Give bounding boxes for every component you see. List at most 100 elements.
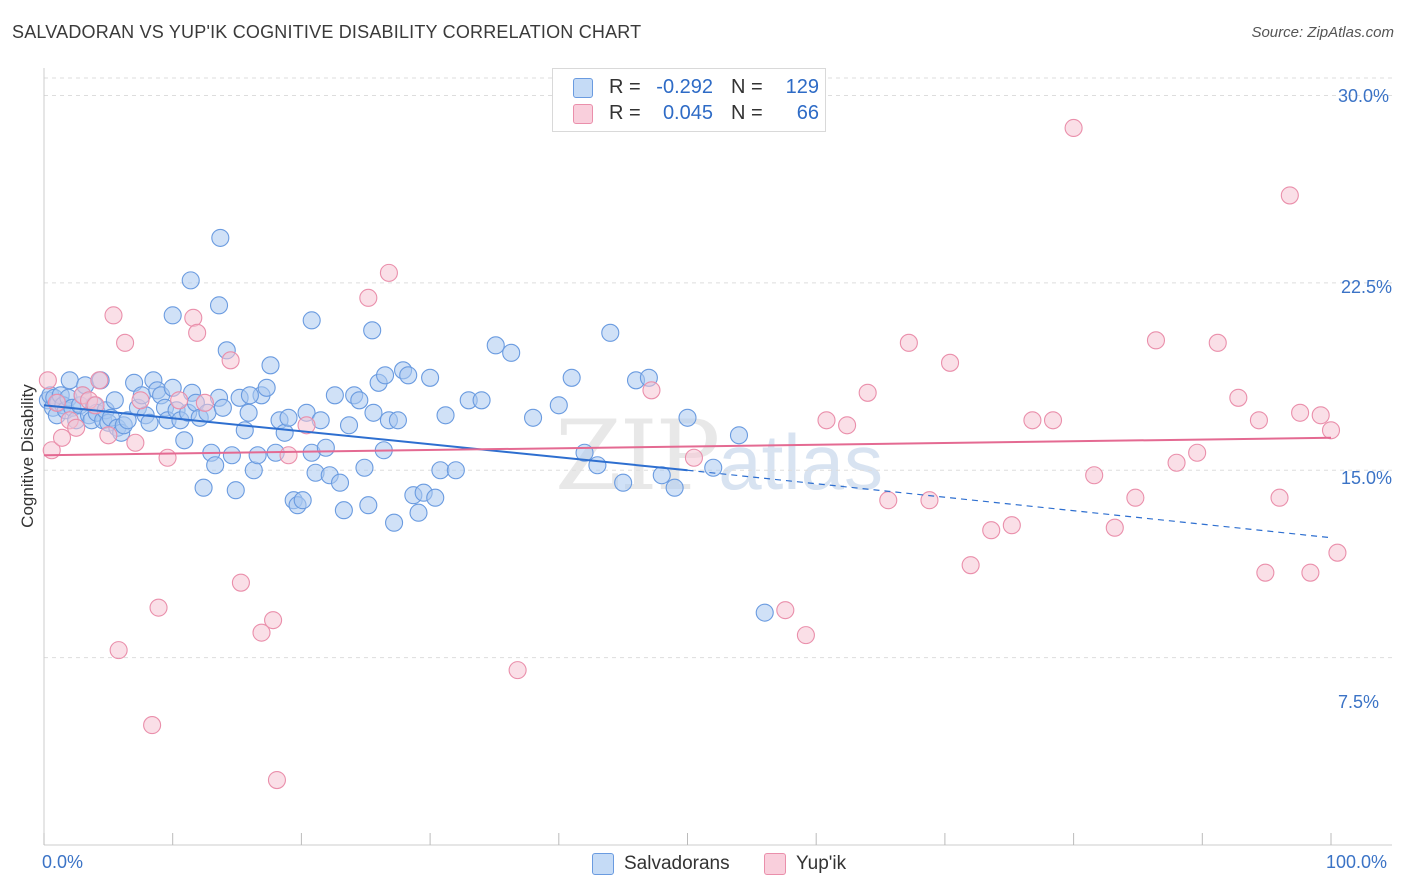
legend-n-value: 66 bbox=[796, 102, 819, 124]
salvadoran-point bbox=[388, 411, 407, 430]
yupik-point bbox=[264, 611, 283, 630]
yupik-point bbox=[1043, 411, 1063, 430]
bottom-legend-label: Yup'ik bbox=[796, 853, 847, 874]
salvadoran-point bbox=[226, 481, 245, 500]
yupik-point bbox=[188, 323, 207, 342]
legend-swatch-pink bbox=[573, 104, 593, 124]
salvadoran-point bbox=[302, 311, 321, 330]
salvadoran-point bbox=[279, 408, 298, 427]
salvadoran-point bbox=[588, 456, 607, 475]
salvadoran-point bbox=[140, 413, 159, 432]
yupik-point bbox=[99, 426, 118, 445]
yupik-point bbox=[920, 491, 939, 510]
yupik-point bbox=[1291, 403, 1310, 422]
salvadoran-point bbox=[601, 323, 620, 342]
salvadoran-point bbox=[206, 456, 225, 475]
yupik-point bbox=[38, 371, 57, 390]
yupik-point bbox=[796, 626, 815, 645]
yupik-point bbox=[1105, 518, 1124, 537]
yupik-point bbox=[961, 556, 980, 575]
yupik-point bbox=[1328, 543, 1347, 562]
legend-r-label: R = bbox=[609, 102, 641, 124]
salvadoran-point bbox=[409, 503, 428, 522]
yupik-point bbox=[143, 716, 162, 735]
yupik-point bbox=[508, 661, 527, 680]
salvadoran-point bbox=[652, 466, 671, 485]
y-tick-label: 15.0% bbox=[1341, 468, 1393, 488]
yupik-point bbox=[1023, 411, 1042, 430]
salvadoran-point bbox=[399, 366, 418, 385]
yupik-point bbox=[1208, 333, 1227, 352]
yupik-point bbox=[1229, 388, 1248, 407]
stats-legend: R = -0.292 N = 129 R = 0.045 N = 66 bbox=[552, 68, 826, 132]
salvadoran-point bbox=[436, 406, 455, 425]
salvadoran-point bbox=[194, 478, 213, 497]
yupik-point bbox=[982, 521, 1001, 540]
legend-n-label: N = bbox=[731, 76, 763, 98]
salvadoran-point bbox=[486, 336, 505, 355]
legend-r-value: -0.292 bbox=[656, 76, 713, 98]
yupik-point bbox=[379, 263, 398, 282]
yupik-point bbox=[817, 411, 836, 430]
yupik-point bbox=[149, 598, 168, 617]
yupik-point bbox=[52, 428, 72, 447]
yupik-point bbox=[1301, 563, 1320, 582]
salvadoran-point bbox=[472, 391, 491, 410]
yupik-point bbox=[642, 381, 661, 400]
yupik-point bbox=[1256, 563, 1275, 582]
salvadoran-point bbox=[330, 473, 350, 492]
yupik-point bbox=[1270, 488, 1289, 507]
yupik-point bbox=[359, 288, 378, 307]
y-axis-label: Cognitive Disability bbox=[18, 384, 37, 528]
yupik-point bbox=[231, 573, 250, 592]
salvadoran-point bbox=[334, 501, 353, 520]
salvadoran-point bbox=[293, 491, 312, 510]
salvadoran-point bbox=[426, 488, 445, 507]
yupik-point bbox=[1146, 331, 1166, 350]
salvadoran-point bbox=[729, 426, 749, 445]
salvadoran-point bbox=[339, 416, 359, 435]
chart-title: SALVADORAN VS YUP'IK COGNITIVE DISABILIT… bbox=[12, 22, 642, 42]
salvadoran-point bbox=[355, 458, 374, 477]
legend-swatch-blue bbox=[573, 78, 593, 98]
yupik-point bbox=[126, 433, 145, 452]
salvadoran-point bbox=[704, 458, 723, 477]
yupik-point bbox=[684, 448, 703, 467]
salvadoran-point bbox=[385, 513, 404, 532]
yupik-point bbox=[109, 641, 128, 660]
yupik-point bbox=[1002, 516, 1021, 535]
salvadoran-point bbox=[248, 446, 267, 465]
salvadoran-point bbox=[175, 431, 194, 450]
yupik-point bbox=[1188, 443, 1207, 462]
yupik-point bbox=[940, 353, 960, 372]
yupik-point bbox=[879, 491, 898, 510]
salvadoran-point bbox=[222, 446, 241, 465]
y-tick-label: 22.5% bbox=[1341, 277, 1393, 297]
yupik-point bbox=[838, 416, 857, 435]
source-label: Source: ZipAtlas.com bbox=[1251, 24, 1394, 41]
salvadoran-point bbox=[350, 391, 369, 410]
salvadoran-point bbox=[239, 403, 258, 422]
legend-swatch-blue bbox=[592, 853, 614, 875]
yupik-point bbox=[1321, 421, 1341, 440]
yupik-point bbox=[104, 306, 123, 325]
salvadoran-point bbox=[363, 321, 382, 340]
salvadoran-trend-extension bbox=[687, 469, 1332, 539]
salvadoran-point bbox=[105, 391, 124, 410]
salvadoran-point bbox=[60, 371, 79, 390]
yupik-point bbox=[297, 416, 316, 435]
salvadoran-point bbox=[261, 356, 280, 375]
yupik-point bbox=[279, 446, 298, 465]
yupik-point bbox=[221, 351, 240, 370]
yupik-point bbox=[776, 601, 795, 620]
salvadoran-point bbox=[257, 378, 276, 397]
salvadoran-point bbox=[549, 396, 568, 415]
y-tick-label: 7.5% bbox=[1338, 692, 1380, 712]
salvadoran-point bbox=[163, 306, 182, 325]
yupik-point bbox=[195, 393, 214, 412]
salvadoran-point bbox=[209, 296, 229, 315]
salvadoran-point bbox=[524, 408, 543, 427]
yupik-point bbox=[116, 333, 135, 352]
salvadoran-point bbox=[240, 386, 259, 405]
